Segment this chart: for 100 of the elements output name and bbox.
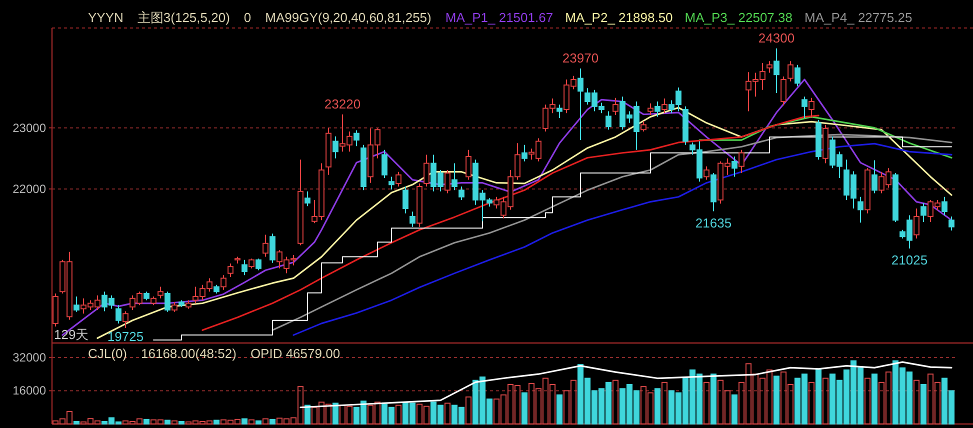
candlestick [808,97,814,119]
candlestick [780,76,786,106]
candlestick [116,304,122,324]
bar [808,382,815,424]
annotation: CJL(0) [88,346,128,361]
annotation: 21025 [891,252,928,268]
candlestick [228,263,234,278]
bar [913,380,920,424]
bar [822,378,829,424]
bar [871,374,878,424]
candlestick [382,149,388,178]
candlestick [732,156,738,178]
candlestick [424,154,430,187]
candlestick [262,234,268,258]
candlestick [662,98,668,114]
bar [556,394,563,424]
text: 0 [244,10,252,25]
annotation: 16168.00(48:52) [141,346,236,361]
candlestick [444,169,450,194]
bar [444,402,451,424]
bar [521,392,528,424]
candlestick [704,166,710,180]
bar [703,382,710,424]
bar [262,418,269,424]
bar [815,369,822,424]
candlestick [122,310,128,329]
candlestick [766,60,772,74]
candlestick [914,208,920,239]
candlestick [788,60,794,82]
annotation: 23970 [562,50,599,66]
candlestick [948,216,954,232]
candlestick [942,196,948,216]
annotation: 21635 [695,215,732,230]
candlestick [220,274,226,290]
bar [395,404,402,424]
y-tick-label: 22000 [12,182,46,196]
bar [731,394,738,424]
candlestick [920,202,926,222]
bar [654,388,661,424]
candlestick [458,186,464,200]
bar [773,376,780,424]
y-tick-label: 16000 [12,384,46,398]
line-series [202,114,820,331]
y-tick-label: 23000 [12,120,46,135]
candlestick [248,258,254,269]
candlestick [578,68,584,141]
text: 主图3(125,5,20) [137,10,230,25]
candlestick [402,186,408,214]
candlestick [354,130,360,147]
candlestick [270,233,276,264]
bar [143,418,150,424]
bar [241,418,248,424]
annotation: 23220 [324,96,361,112]
y-tick-label: 32000 [12,350,46,364]
bar [178,421,185,424]
candlestick [648,102,654,116]
candlestick [522,144,528,162]
candlestick [640,120,646,132]
bar [465,396,472,424]
candlestick [612,97,618,116]
text: YYYN [88,10,124,25]
bar [864,378,871,424]
bar [710,374,717,424]
bar [164,420,171,424]
candlestick [332,136,338,159]
candlestick [158,286,164,299]
candlestick [654,101,660,118]
candlestick [872,160,878,194]
line-series [300,361,952,408]
candlestick [172,302,178,312]
candlestick [164,291,170,312]
bar [248,419,255,424]
annotation: OPID 46579.00 [250,346,340,361]
candlestick [388,176,394,190]
candlestick [304,190,310,207]
bar [269,418,276,424]
candlestick [452,162,458,191]
candlestick [410,211,416,228]
bar [920,384,927,424]
candlestick [606,110,612,130]
candlestick [74,296,80,312]
bar [73,421,80,424]
candlestick [858,196,864,224]
annotation: 24300 [758,30,795,46]
bar [661,382,668,424]
line-series [698,116,952,159]
annotation: 129天 [54,327,89,342]
bar [255,420,262,424]
candlestick [396,171,402,187]
candlestick [794,64,800,87]
candlestick [242,259,248,276]
annotation: 19725 [107,329,144,344]
candlestick [774,48,780,94]
candlestick [466,149,472,180]
candlestick [738,149,744,174]
bar [171,420,178,424]
candlestick [556,104,562,119]
text: MA99GY(9,20,40,60,81,255) [265,10,432,25]
bar [612,380,619,424]
candlestick [256,258,262,271]
